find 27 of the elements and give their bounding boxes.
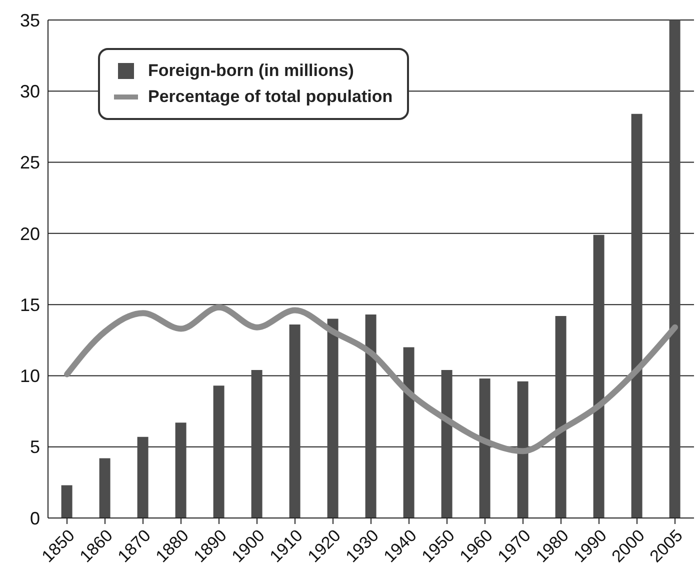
bar bbox=[555, 316, 566, 518]
bar bbox=[593, 234, 604, 518]
bar bbox=[669, 20, 680, 518]
bar bbox=[403, 347, 414, 518]
y-tick-label: 25 bbox=[20, 152, 40, 173]
bar bbox=[365, 314, 376, 518]
bar bbox=[289, 324, 300, 518]
bar bbox=[517, 381, 528, 518]
bar bbox=[137, 436, 148, 518]
bar bbox=[251, 370, 262, 518]
bar bbox=[479, 378, 490, 518]
bar bbox=[213, 386, 224, 518]
y-tick-label: 15 bbox=[20, 294, 40, 315]
bar bbox=[99, 458, 110, 518]
bar bbox=[61, 485, 72, 518]
y-tick-label: 0 bbox=[30, 508, 40, 528]
y-tick-label: 30 bbox=[20, 82, 40, 102]
bar bbox=[631, 114, 642, 518]
y-tick-label: 10 bbox=[20, 366, 40, 386]
y-tick-label: 20 bbox=[20, 224, 40, 244]
bar bbox=[441, 370, 452, 518]
y-tick-label: 5 bbox=[30, 437, 40, 458]
y-tick-label: 35 bbox=[20, 10, 40, 30]
legend-label: Foreign-born (in millions) bbox=[148, 60, 354, 82]
bar bbox=[175, 422, 186, 518]
legend-label: Percentage of total population bbox=[148, 86, 393, 108]
bar bbox=[327, 318, 338, 518]
